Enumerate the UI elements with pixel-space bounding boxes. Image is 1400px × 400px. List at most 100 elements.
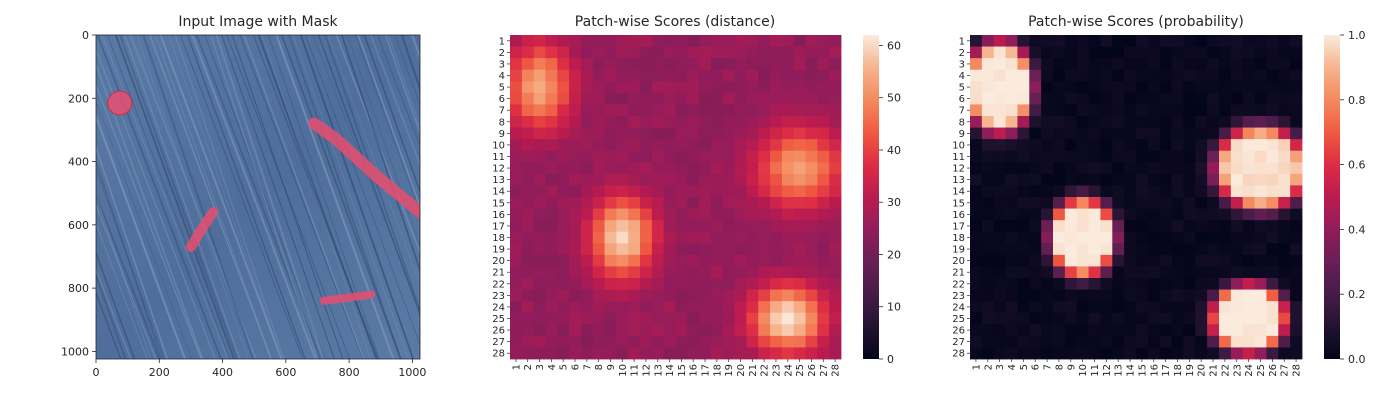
heatmap-cell (1041, 266, 1054, 279)
heatmap-y-tick-label: 9 (959, 129, 965, 140)
heatmap-cell (1005, 185, 1018, 198)
heatmap-cell (533, 81, 546, 94)
heatmap-cell (510, 266, 523, 279)
heatmap-cell (569, 254, 582, 267)
heatmap-cell (687, 127, 700, 140)
heatmap-cell (1290, 312, 1303, 325)
heatmap-cell (1076, 347, 1089, 360)
heatmap-cell (1112, 197, 1125, 209)
heatmap-cell (1207, 116, 1220, 128)
heatmap-cell (1064, 185, 1078, 198)
heatmap-cell (793, 162, 806, 175)
heatmap-cell (1017, 92, 1030, 105)
heatmap-x-tick-label: 27 (1280, 364, 1291, 377)
heatmap-cell (1159, 185, 1172, 198)
heatmap-cell (758, 254, 771, 267)
colorbar-tick-label: 50 (887, 92, 901, 105)
heatmap-cell (1254, 266, 1267, 279)
heatmap-cell (1005, 289, 1018, 302)
heatmap-cell (510, 208, 523, 221)
heatmap-cell (628, 278, 641, 290)
heatmap-cell (663, 324, 676, 337)
heatmap-cell (781, 150, 795, 163)
heatmap-cell (1017, 173, 1030, 186)
wood-grain-line (168, 35, 283, 359)
heatmap-cell (1278, 231, 1291, 244)
image-x-axis: 0 200 400 600 800 1000 (93, 359, 426, 379)
heatmap-cell (746, 231, 759, 244)
heatmap-cell (1195, 243, 1208, 256)
heatmap-cell (687, 35, 700, 47)
heatmap-x-tick-label: 3 (535, 364, 546, 370)
heatmap-cell (1290, 104, 1303, 117)
heatmap-cell (1017, 116, 1030, 128)
heatmap-cell (1136, 116, 1149, 128)
colorbar-tick-label: 0.0 (1348, 353, 1366, 366)
wood-grain-line (149, 35, 272, 359)
heatmap-cell (663, 173, 676, 186)
colorbar-tick-label: 30 (887, 196, 901, 209)
heatmap-cell (770, 266, 783, 279)
heatmap-cell (510, 301, 523, 314)
heatmap-cell (1005, 139, 1018, 152)
heatmap-x-tick-label: 6 (571, 364, 582, 370)
heatmap-y-tick-label: 25 (492, 314, 505, 325)
heatmap-cell (699, 104, 712, 117)
heatmap-cell (1076, 301, 1089, 314)
heatmap-cell (521, 278, 535, 290)
heatmap-cell (1290, 58, 1303, 71)
heatmap-cell (793, 335, 806, 348)
heatmap-x-tick-label: 19 (724, 364, 735, 377)
heatmap-y-tick-label: 13 (952, 175, 965, 186)
heatmap-cell (699, 312, 712, 325)
heatmap-cell (1195, 254, 1208, 267)
heatmap-cell (1278, 220, 1291, 233)
heatmap-y-tick-label: 12 (492, 164, 505, 175)
heatmap-cell (533, 243, 546, 256)
heatmap-cell (510, 289, 523, 302)
heatmap-cell (970, 185, 983, 198)
heatmap-cell (1254, 324, 1267, 337)
heatmap-x-tick-label: 23 (1232, 364, 1243, 377)
heatmap-cell (675, 208, 688, 221)
heatmap-cell (1195, 266, 1208, 279)
heatmap-cell (1005, 243, 1018, 256)
heatmap-cell (1088, 231, 1101, 244)
heatmap-cell (1254, 243, 1267, 256)
heatmap-cell (580, 173, 594, 186)
heatmap-cell (793, 35, 806, 47)
heatmap-cell (1112, 312, 1125, 325)
heatmap-y-tick-label: 2 (959, 48, 965, 59)
image-x-tick-label: 0 (93, 366, 100, 379)
heatmap-cell (1112, 127, 1125, 140)
heatmap-cell (628, 324, 641, 337)
heatmap-cell (793, 116, 806, 128)
heatmap-cell (1147, 197, 1161, 209)
heatmap-cell (1207, 266, 1220, 279)
colorbar-tick-label: 10 (887, 301, 901, 314)
heatmap-cell (604, 289, 617, 302)
heatmap-cell (592, 139, 605, 152)
heatmap-cell (651, 266, 665, 279)
heatmap-cell (817, 69, 830, 82)
heatmap-x-tick-label: 19 (1185, 364, 1196, 377)
heatmap-cell (970, 208, 983, 221)
heatmap-x-tick-label: 16 (1149, 364, 1160, 377)
heatmap-cell (545, 150, 558, 163)
heatmap-cell (1029, 312, 1042, 325)
heatmap-cell (981, 231, 995, 244)
heatmap-cell (604, 58, 617, 71)
heatmap-cell (981, 185, 995, 198)
heatmap-x-tick-label: 9 (1066, 364, 1077, 370)
mask-region (185, 207, 219, 252)
heatmap-cell (1278, 335, 1291, 348)
heatmap-cell (1171, 231, 1184, 244)
heatmap-cell (1147, 81, 1161, 94)
heatmap-cell (545, 116, 558, 128)
heatmap-cell (1159, 231, 1172, 244)
heatmap-cell (1230, 139, 1244, 152)
heatmap-cell (1290, 301, 1303, 314)
heatmap-cell (770, 92, 783, 105)
heatmap-cell (592, 92, 605, 105)
heatmap-cell (993, 335, 1006, 348)
